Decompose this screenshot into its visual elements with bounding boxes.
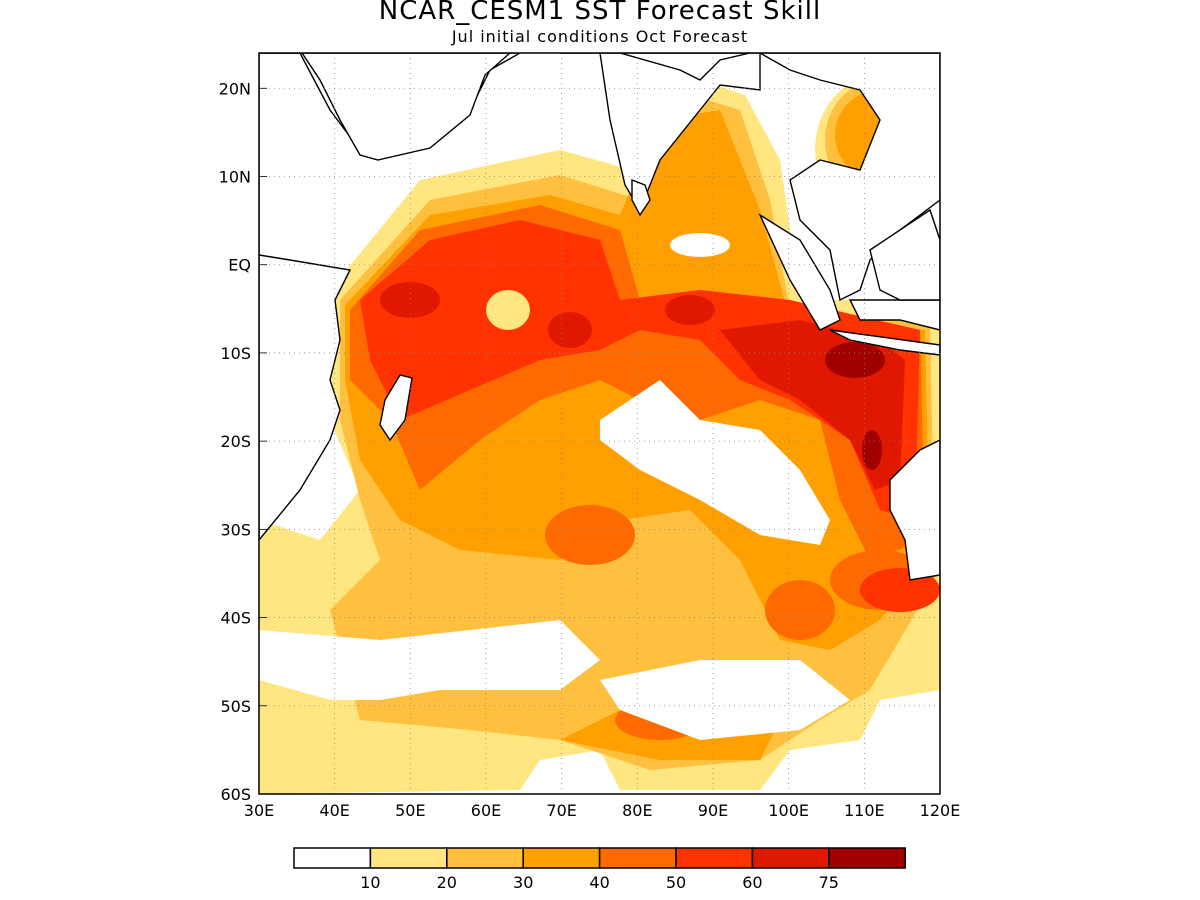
lon-tick-label: 100E	[768, 801, 809, 820]
legend-label: 40	[589, 873, 609, 892]
legend-swatch	[446, 847, 524, 869]
legend-swatch	[828, 847, 906, 869]
lat-axis: 20N 10N EQ 10S 20S 30S 40S 50S 60S	[219, 79, 251, 804]
legend-label: 60	[742, 873, 762, 892]
legend-label: 75	[819, 873, 839, 892]
legend-label: 50	[666, 873, 686, 892]
lon-axis: 30E 40E 50E 60E 70E 80E 90E 100E 110E 120E	[244, 801, 961, 820]
lat-tick-label: 60S	[220, 785, 251, 804]
lon-tick-label: 50E	[395, 801, 425, 820]
map-frame	[258, 52, 941, 795]
lat-tick-label: 10S	[220, 344, 251, 363]
legend-swatch	[522, 847, 601, 869]
lon-tick-label: 90E	[698, 801, 728, 820]
lat-tick-label: 50S	[220, 697, 251, 716]
legend-swatch	[751, 847, 830, 869]
lon-tick-label: 30E	[244, 801, 274, 820]
legend-swatch	[369, 847, 448, 869]
colorbar-legend: 10 20 30 40 50 60 75	[293, 847, 906, 892]
lat-tick-label: 30S	[220, 520, 251, 539]
legend-swatch	[293, 847, 372, 869]
lat-tick-label: 20S	[220, 432, 251, 451]
lon-tick-label: 60E	[471, 801, 501, 820]
lon-tick-label: 110E	[844, 801, 885, 820]
lat-tick-label: EQ	[228, 256, 251, 275]
lon-tick-label: 120E	[920, 801, 961, 820]
skill-band-75-plus	[825, 342, 885, 470]
legend-swatch	[598, 847, 677, 869]
lat-tick-label: 40S	[220, 609, 251, 628]
skill-field	[259, 53, 940, 794]
lon-tick-label: 70E	[546, 801, 576, 820]
legend-label: 20	[437, 873, 457, 892]
legend-swatch	[675, 847, 754, 869]
lon-tick-label: 80E	[622, 801, 652, 820]
skill-band-0-10	[259, 233, 850, 740]
chart-title: NCAR_CESM1 SST Forecast Skill	[378, 0, 822, 26]
grid-lines	[259, 53, 940, 794]
lat-tick-label: 20N	[219, 79, 251, 98]
lon-tick-label: 40E	[319, 801, 349, 820]
legend-label: 30	[513, 873, 533, 892]
legend-label: 10	[360, 873, 380, 892]
chart-subtitle: Jul initial conditions Oct Forecast	[451, 27, 749, 46]
lat-tick-label: 10N	[219, 168, 251, 187]
